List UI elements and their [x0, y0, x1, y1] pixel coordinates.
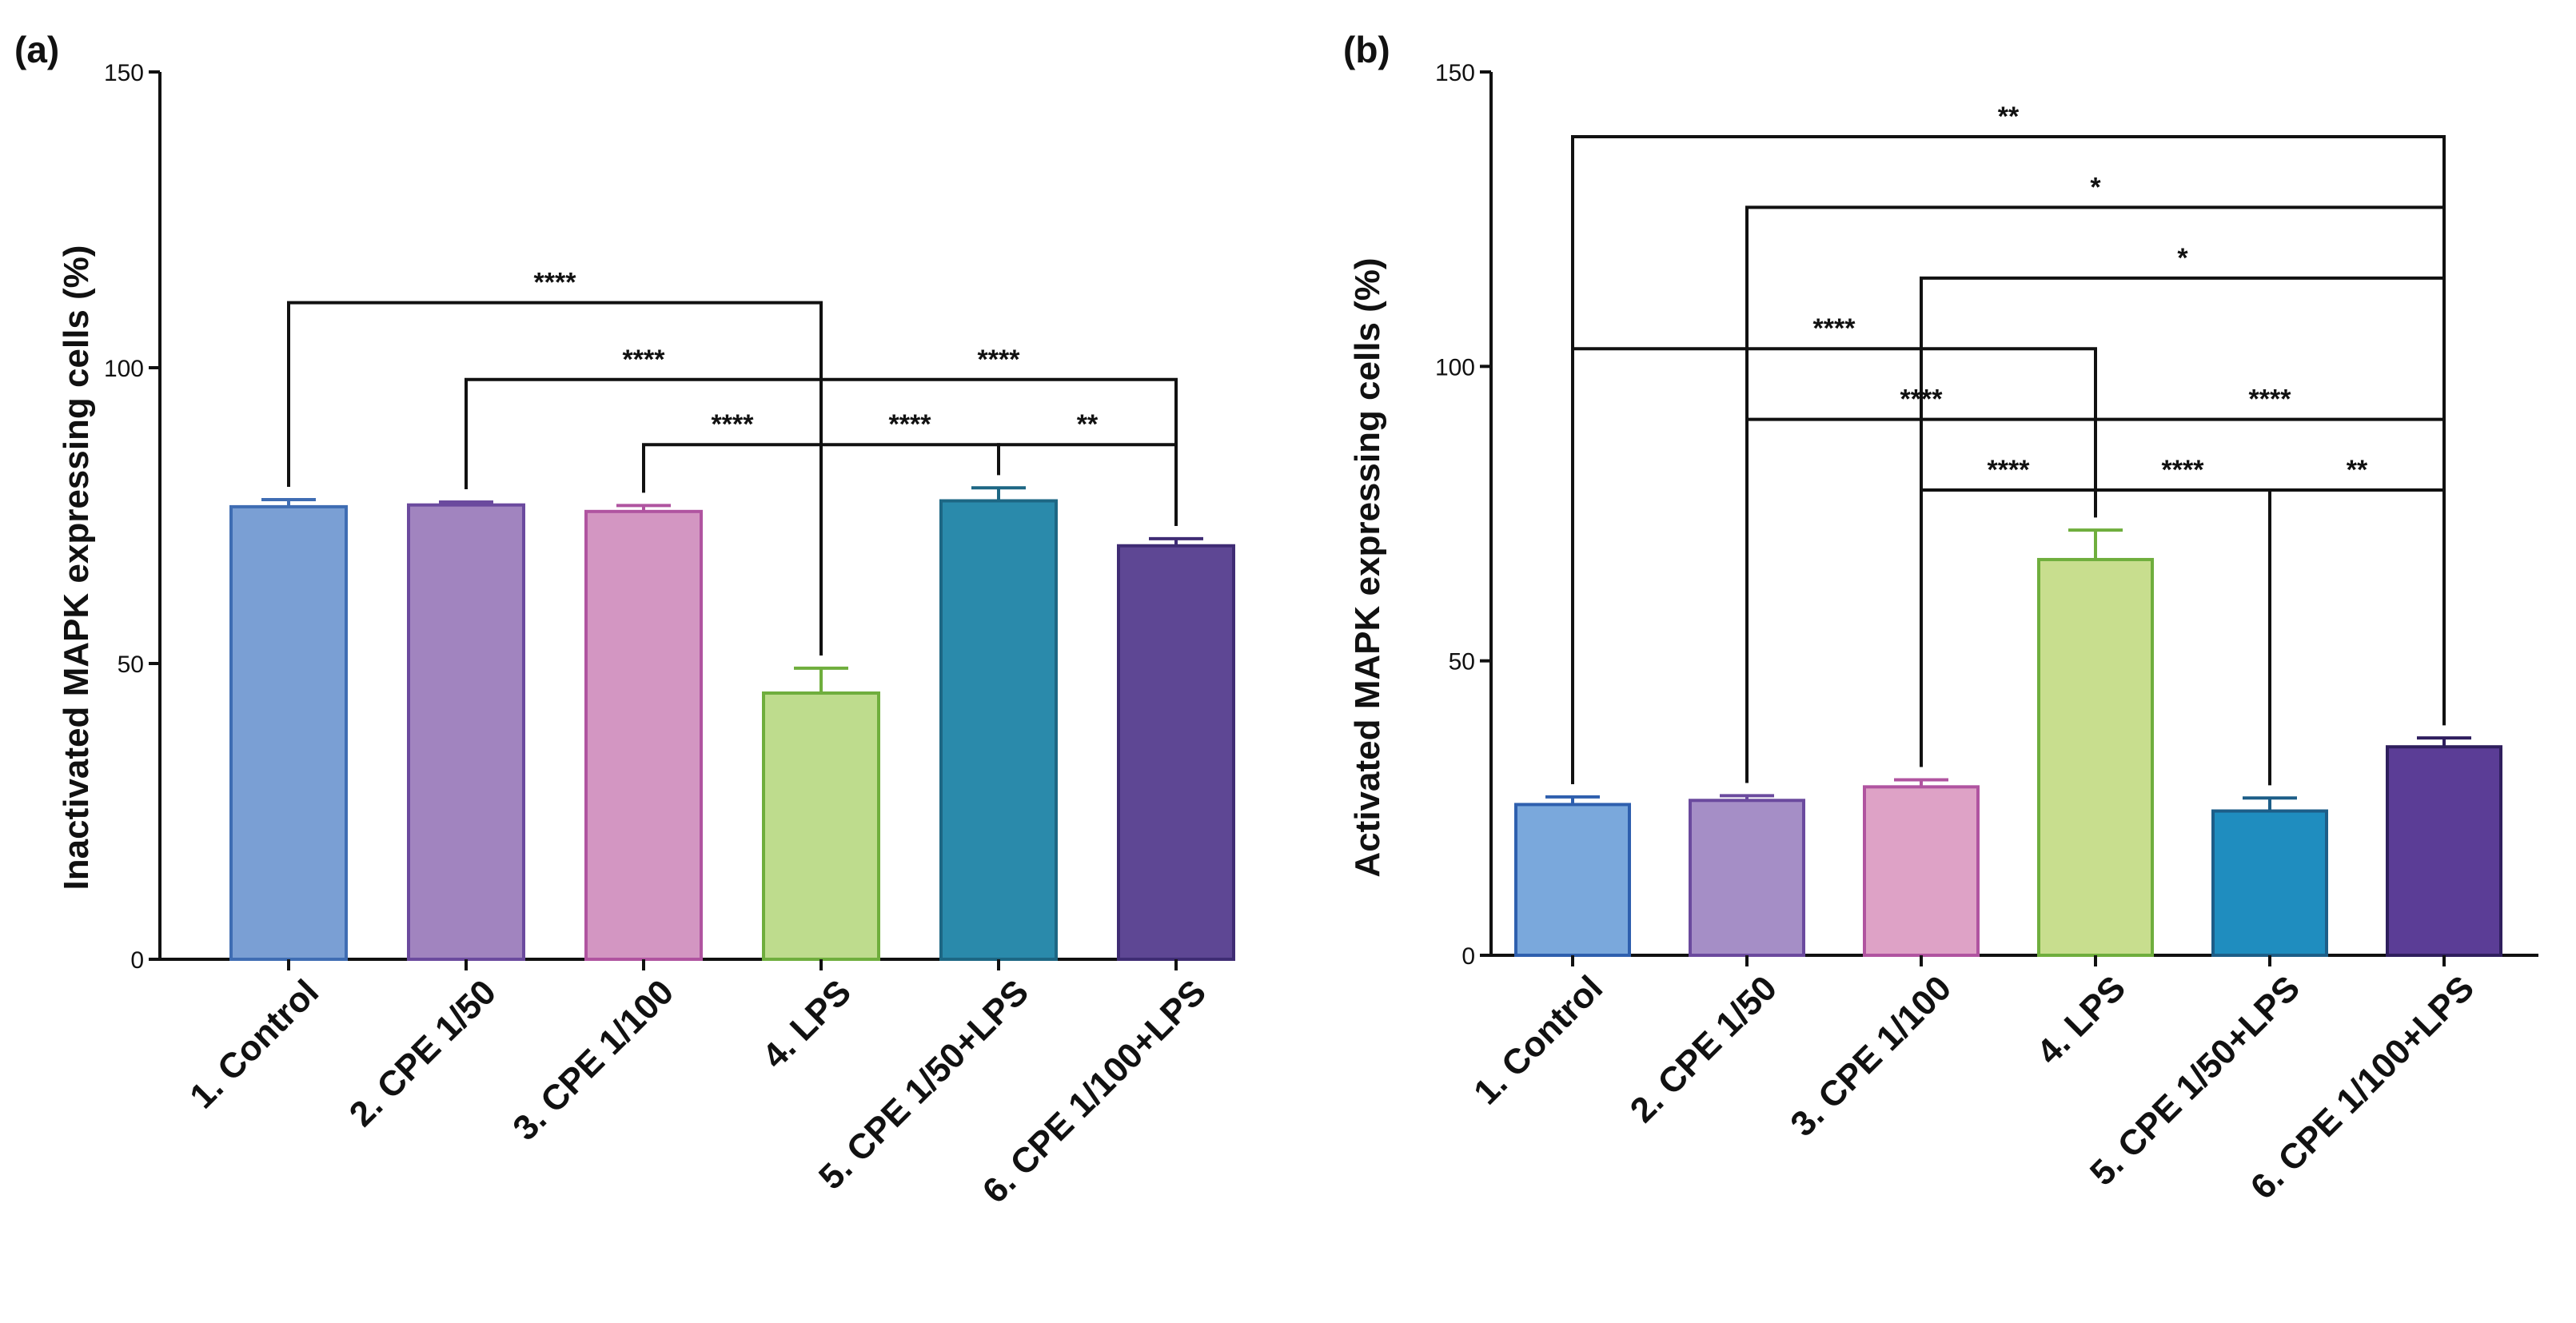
- panel-b-significance-bracket: [1571, 347, 2097, 784]
- panel-b: (b) Activated MAPK expressing cells (%) …: [1343, 29, 2538, 1207]
- panel-a-category-label: 2. CPE 1/50: [342, 972, 504, 1134]
- panel-a-significance-bracket: [287, 301, 823, 656]
- panel-b-bar-3: [1863, 785, 1980, 958]
- panel-b-bar-1: [1514, 803, 1631, 957]
- panel-b-significance-label: ****: [1988, 455, 2031, 485]
- panel-b-significance-label: **: [2347, 455, 2368, 485]
- panel-a-bar-5: [939, 499, 1058, 961]
- panel-a-bar-1: [229, 504, 348, 961]
- panel-a-significance-label: ****: [623, 345, 666, 375]
- panel-a-significance-label: ****: [712, 409, 755, 440]
- panel-b-y-axis-label: Activated MAPK expressing cells (%): [1348, 257, 1387, 877]
- panel-a-significance-label: **: [1077, 409, 1099, 440]
- panel-b-bar-6: [2386, 745, 2502, 957]
- panel-a-y-tick-label: 50: [118, 652, 144, 678]
- panel-a-bar-3: [584, 509, 703, 961]
- panel-b-category-label: 3. CPE 1/100: [1783, 968, 1959, 1144]
- panel-a-bar-4: [762, 691, 880, 961]
- panel-b-y-tick-label: 150: [1435, 60, 1475, 86]
- panel-b-significance-label: ****: [2162, 455, 2205, 485]
- panel-a-bar-2: [407, 503, 525, 961]
- panel-a-y-axis-label: Inactivated MAPK expressing cells (%): [57, 245, 96, 891]
- panel-b-significance-label: *: [2090, 172, 2101, 202]
- panel-b-significance-label: ****: [1813, 313, 1856, 344]
- panel-b-bar-4: [2037, 557, 2154, 958]
- panel-a: (a) Inactivated MAPK expressing cells (%…: [14, 29, 1235, 1211]
- panel-b-bar-2: [1689, 799, 1805, 957]
- panel-b-label: (b): [1343, 29, 1390, 70]
- panel-a-y-tick-label: 150: [104, 60, 144, 86]
- panel-b-significance-bracket: [2268, 488, 2446, 786]
- panel-b-y-tick-label: 100: [1435, 354, 1475, 381]
- panel-a-category-label: 3. CPE 1/100: [505, 972, 681, 1148]
- panel-a-y-tick-label: 0: [130, 947, 144, 974]
- panel-a-y-tick-label: 100: [104, 356, 144, 382]
- panel-b-significance-label: **: [1998, 102, 2020, 132]
- panel-b-significance-bracket: [1920, 276, 2446, 767]
- panel-a-significance-label: ****: [534, 268, 577, 298]
- panel-a-significance-bracket: [997, 443, 1178, 526]
- panel-b-significance-label: *: [2177, 243, 2188, 273]
- panel-b-category-label: 1. Control: [1466, 968, 1610, 1112]
- panel-a-significance-label: ****: [978, 345, 1021, 375]
- panel-b-y-tick-label: 50: [1449, 649, 1475, 675]
- panel-b-y-tick-label: 0: [1461, 943, 1475, 970]
- panel-b-significance-label: ****: [1900, 385, 1944, 415]
- panel-a-category-label: 1. Control: [182, 972, 326, 1116]
- panel-a-label: (a): [14, 29, 59, 70]
- panel-b-category-label: 2. CPE 1/50: [1623, 968, 1784, 1130]
- panel-a-bar-6: [1117, 544, 1235, 961]
- panel-a-significance-label: ****: [889, 409, 932, 440]
- panel-a-category-label: 4. LPS: [755, 972, 859, 1076]
- panel-b-significance-label: ****: [2249, 385, 2292, 415]
- panel-b-category-label: 4. LPS: [2029, 968, 2133, 1072]
- panel-b-bar-5: [2211, 809, 2328, 957]
